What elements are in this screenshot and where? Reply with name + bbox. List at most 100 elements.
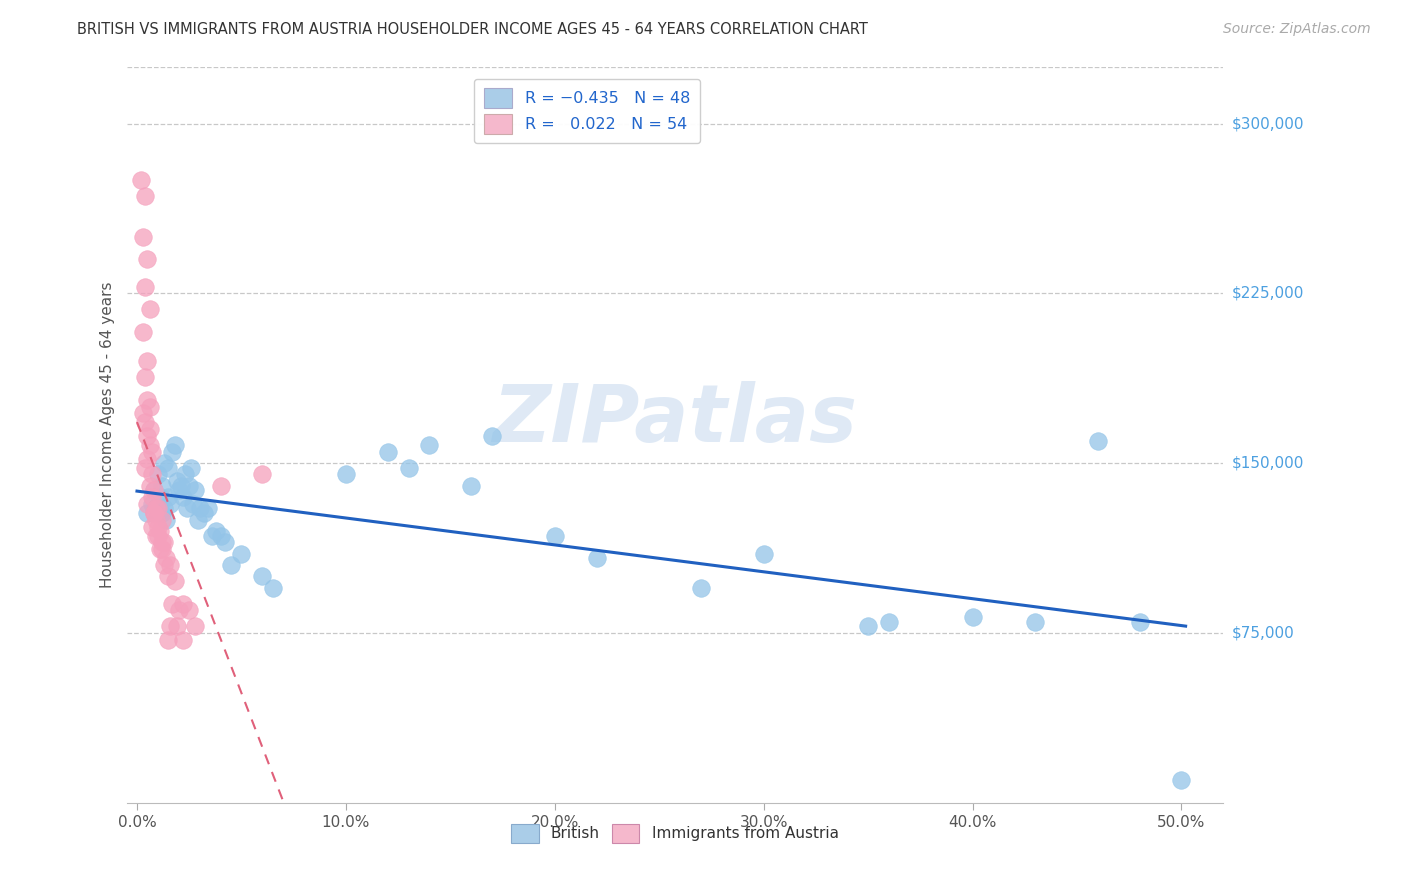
Point [155,513,177,527]
Point [167,483,190,498]
Point [179,603,201,617]
Point [180,460,202,475]
Point [141,467,163,482]
Point [136,497,159,511]
Point [252,569,274,583]
Point [157,632,180,647]
Point [150,535,173,549]
Point [157,490,180,504]
Point [146,467,169,482]
Point [877,615,900,629]
Point [150,479,173,493]
Point [153,501,176,516]
Point [142,483,165,498]
Point [163,438,186,452]
Point [166,475,188,489]
Point [962,610,984,624]
Point [150,542,173,557]
Point [146,506,169,520]
Point [184,619,207,633]
Point [214,535,236,549]
Point [193,506,215,520]
Point [150,506,173,520]
Point [262,581,284,595]
Point [142,506,165,520]
Point [187,513,209,527]
Point [172,597,194,611]
Point [150,513,173,527]
Point [153,535,176,549]
Point [585,551,607,566]
Point [398,460,420,475]
Point [145,528,167,542]
Point [149,524,172,538]
Y-axis label: Householder Income Ages 45 - 64 years: Householder Income Ages 45 - 64 years [100,282,115,588]
Point [155,551,177,566]
Text: Source: ZipAtlas.com: Source: ZipAtlas.com [1223,22,1371,37]
Point [129,173,152,187]
Point [132,325,155,339]
Point [418,438,440,452]
Point [157,569,180,583]
Point [136,451,159,466]
Point [149,490,172,504]
Point [335,467,357,482]
Text: $150,000: $150,000 [1232,456,1303,471]
Legend: British, Immigrants from Austria: British, Immigrants from Austria [503,816,846,850]
Point [172,632,194,647]
Point [138,302,160,317]
Point [481,429,503,443]
Point [252,467,274,482]
Point [145,501,167,516]
Point [163,574,186,588]
Point [183,497,205,511]
Point [1129,615,1152,629]
Point [170,479,193,493]
Text: ZIPatlas: ZIPatlas [492,381,858,459]
Point [172,490,194,504]
Point [138,479,160,493]
Point [209,479,232,493]
Point [179,479,201,493]
Point [856,619,879,633]
Point [142,506,165,520]
Point [138,438,160,452]
Point [132,229,155,244]
Point [136,392,159,407]
Point [141,445,163,459]
Point [201,528,224,542]
Point [138,400,160,414]
Point [205,524,228,538]
Point [219,558,242,572]
Point [141,497,163,511]
Point [544,528,567,542]
Point [188,501,211,516]
Point [752,547,775,561]
Point [132,406,155,420]
Point [146,528,169,542]
Point [134,370,156,384]
Point [377,445,399,459]
Point [136,506,159,520]
Point [134,460,156,475]
Text: $300,000: $300,000 [1232,116,1303,131]
Point [141,519,163,533]
Point [1170,773,1192,788]
Text: $225,000: $225,000 [1232,285,1303,301]
Point [136,429,159,443]
Point [138,422,160,436]
Point [1087,434,1109,448]
Point [460,479,482,493]
Point [166,619,188,633]
Point [149,542,172,557]
Point [159,497,181,511]
Point [146,519,169,533]
Point [146,501,169,516]
Point [167,603,190,617]
Point [197,501,219,516]
Point [209,528,232,542]
Point [145,513,167,527]
Point [136,252,159,267]
Point [176,501,198,516]
Text: $75,000: $75,000 [1232,625,1295,640]
